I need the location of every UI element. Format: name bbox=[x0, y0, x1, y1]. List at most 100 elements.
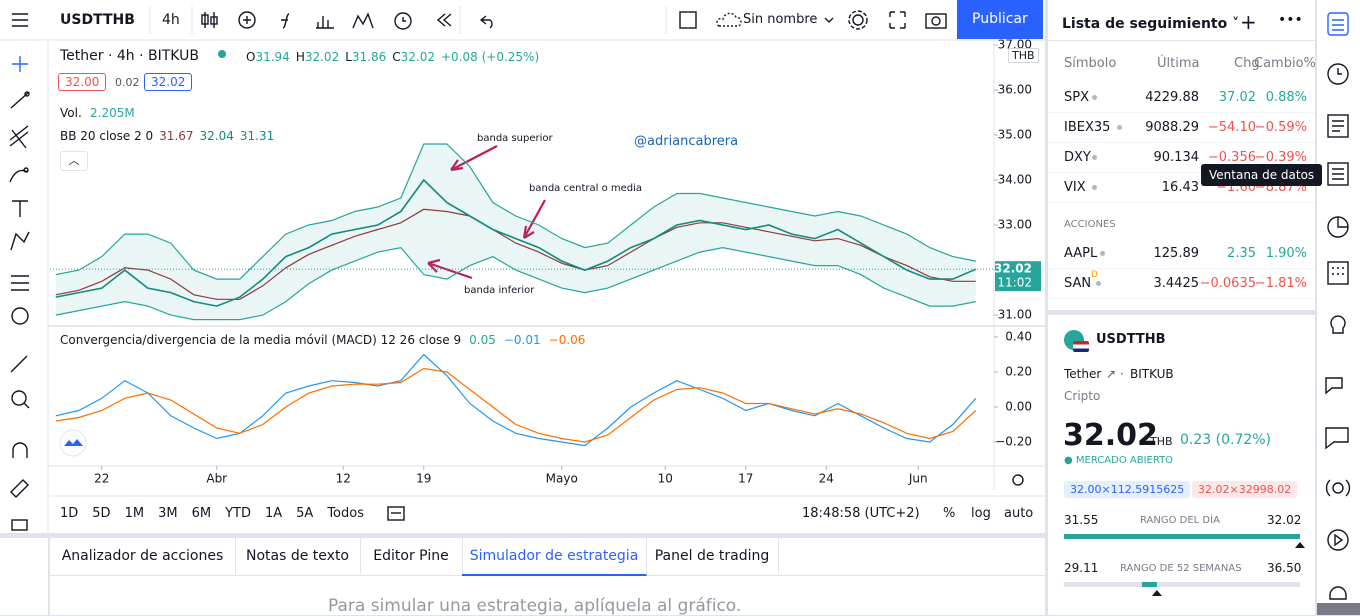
y-tick-label: 37.00 bbox=[998, 37, 1032, 51]
wl-pct: 0.88% bbox=[1265, 90, 1307, 105]
log[interactable]: log bbox=[971, 506, 991, 521]
wl-pct: −0.59% bbox=[1254, 120, 1307, 135]
y-tick-label: 0.00 bbox=[1005, 400, 1032, 414]
flag bbox=[1073, 341, 1089, 352]
series-line bbox=[55, 353, 977, 447]
range-button[interactable]: 6M bbox=[191, 506, 212, 521]
range-button[interactable]: 1A bbox=[264, 506, 283, 521]
tab[interactable]: Notas de texto bbox=[235, 538, 361, 574]
wl-dot bbox=[1095, 281, 1101, 286]
macd-legend: Convergencia/divergencia de la media móv… bbox=[60, 333, 585, 347]
range-marker bbox=[1295, 542, 1305, 548]
col-chg: Chg bbox=[1234, 56, 1260, 71]
wl-divider bbox=[1048, 112, 1315, 113]
auto[interactable]: auto bbox=[1004, 506, 1034, 521]
y-tick-label: 33.00 bbox=[998, 218, 1032, 232]
wl-pct: −0.39% bbox=[1254, 150, 1307, 165]
bb-fill bbox=[55, 144, 976, 320]
details-panel bbox=[1048, 315, 1315, 615]
x-tick-label: Abr bbox=[206, 472, 227, 486]
section: ACCIONES bbox=[1064, 219, 1116, 230]
wl-symbol[interactable]: SPX bbox=[1064, 90, 1089, 105]
wl-last: 9088.29 bbox=[1145, 120, 1199, 135]
currency[interactable]: THB bbox=[1008, 48, 1039, 63]
annotation: banda superior bbox=[477, 133, 553, 144]
wl-pct: −1.81% bbox=[1254, 276, 1307, 291]
annotation: @adriancabrera bbox=[634, 134, 739, 149]
series-line bbox=[55, 246, 976, 321]
bid[interactable]: 32.00 bbox=[58, 73, 107, 91]
ohlc-label: O bbox=[246, 50, 256, 64]
day-low: 31.55 bbox=[1064, 513, 1099, 527]
tab[interactable]: Analizador de acciones bbox=[50, 538, 236, 574]
details-name: Tether bbox=[1064, 367, 1102, 381]
ext-icon[interactable]: ↗ · bbox=[1106, 367, 1124, 381]
watchlist-title[interactable]: Lista de seguimiento ˅ bbox=[1062, 16, 1240, 32]
settings-icon[interactable] bbox=[1012, 474, 1024, 486]
ohlc-label: H bbox=[295, 50, 305, 64]
wl-last: 125.89 bbox=[1153, 246, 1200, 261]
bb-value: 31.67 bbox=[159, 129, 194, 143]
collapse[interactable]: ︿ bbox=[60, 151, 88, 171]
tab[interactable]: Panel de trading bbox=[646, 538, 779, 574]
range-button[interactable]: 5D bbox=[92, 506, 111, 521]
left-tools[interactable] bbox=[9, 13, 30, 531]
symbol[interactable]: USDTTHB bbox=[60, 12, 135, 28]
week-track bbox=[1064, 582, 1300, 587]
series-line bbox=[55, 367, 977, 443]
publish-button[interactable]: Publicar bbox=[972, 11, 1028, 27]
macd-name: Convergencia/divergencia de la media móv… bbox=[60, 333, 462, 347]
wl-divider bbox=[1048, 202, 1315, 203]
toolbar-icons[interactable] bbox=[201, 10, 947, 30]
wl-symbol[interactable]: VIX bbox=[1064, 180, 1086, 195]
range-button[interactable]: Todos bbox=[327, 506, 364, 521]
wl-last: 16.43 bbox=[1161, 180, 1199, 195]
col-pct: Cambio% bbox=[1254, 56, 1316, 71]
tab[interactable]: Simulador de estrategia bbox=[462, 538, 647, 576]
range-button[interactable]: 5A bbox=[296, 506, 314, 521]
right-icons[interactable] bbox=[1317, 0, 1360, 615]
empty-message: Para simular una estrategia, aplíquela a… bbox=[328, 596, 742, 616]
wl-dot bbox=[1091, 185, 1097, 190]
range-button[interactable]: 1D bbox=[60, 506, 79, 521]
series-line bbox=[55, 208, 976, 300]
y-tick-label: 0.40 bbox=[1005, 329, 1032, 343]
wl-pct: 1.90% bbox=[1265, 246, 1307, 261]
more[interactable]: ••• bbox=[1278, 12, 1303, 28]
wl-badge: D bbox=[1091, 270, 1098, 280]
wl-symbol[interactable]: DXY bbox=[1064, 150, 1091, 165]
day-high: 32.02 bbox=[1267, 513, 1302, 527]
annotation: banda central o media bbox=[529, 183, 643, 194]
wl-symbol[interactable]: SAN bbox=[1064, 276, 1092, 291]
ask[interactable]: 32.02 bbox=[144, 73, 193, 91]
logo-mark bbox=[64, 439, 83, 446]
bb-value: 32.04 bbox=[199, 129, 234, 143]
week-high: 36.50 bbox=[1267, 561, 1302, 575]
tab[interactable]: Editor Pine bbox=[360, 538, 463, 574]
layout-name[interactable]: Sin nombre bbox=[743, 12, 818, 27]
range-button[interactable]: 1M bbox=[124, 506, 145, 521]
wl-symbol[interactable]: IBEX35 bbox=[1064, 120, 1111, 135]
add-symbol[interactable]: + bbox=[1240, 10, 1257, 34]
tabs: Analizador de acciones Notas de texto Edit… bbox=[50, 538, 1045, 576]
goto-date[interactable] bbox=[387, 506, 405, 521]
details-symbol: USDTTHB bbox=[1096, 332, 1166, 347]
ohlc: O31.94 H32.02 L31.86 C32.02 +0.08 (+0.25%) bbox=[246, 50, 539, 64]
toolbar-separators bbox=[149, 6, 667, 34]
publish-button-bg[interactable] bbox=[957, 0, 1043, 39]
wl-chg: 2.35 bbox=[1227, 246, 1256, 261]
bottom-panel bbox=[50, 538, 1045, 615]
wl-symbol[interactable]: AAPL bbox=[1064, 246, 1098, 261]
percent[interactable]: % bbox=[943, 506, 956, 521]
wl-chg: −54.10 bbox=[1207, 120, 1256, 135]
market-dot bbox=[218, 50, 226, 58]
wl-last: 90.134 bbox=[1153, 150, 1200, 165]
bb-value: 31.31 bbox=[239, 129, 275, 143]
range-button[interactable]: YTD bbox=[225, 506, 251, 521]
details-exchange: BITKUB bbox=[1130, 367, 1174, 381]
range-button[interactable]: 3M bbox=[158, 506, 178, 521]
y-tick-label: 0.20 bbox=[1005, 364, 1032, 378]
interval[interactable]: 4h bbox=[162, 12, 180, 28]
wl-chg: −0.356 bbox=[1207, 150, 1256, 165]
